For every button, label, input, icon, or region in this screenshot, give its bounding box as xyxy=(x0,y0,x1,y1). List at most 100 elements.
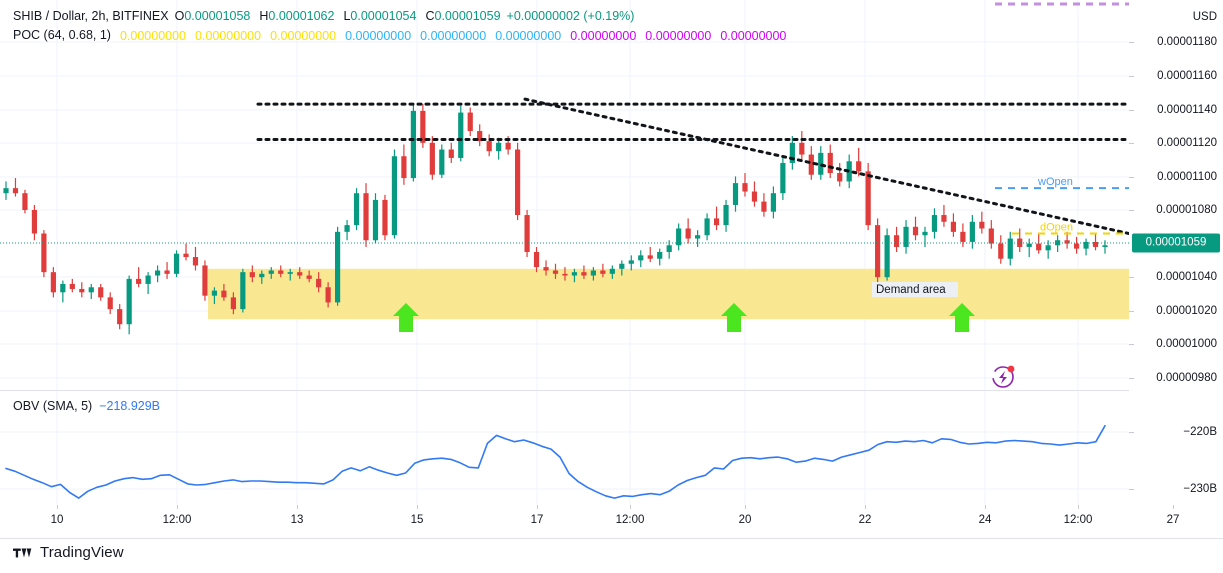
candle-body xyxy=(770,193,777,212)
candle-body xyxy=(912,226,919,236)
candle-body xyxy=(1036,243,1042,251)
price-scale-tick xyxy=(1129,277,1134,278)
poc-value-0: 0.00000000 xyxy=(119,28,187,43)
obv-line xyxy=(5,424,1106,499)
obv-chart-pane[interactable] xyxy=(0,391,1129,505)
candle-body xyxy=(401,156,407,179)
lightning-alert-icon[interactable] xyxy=(992,365,1015,388)
candle-body xyxy=(893,235,900,247)
candle-body xyxy=(297,272,303,276)
candle-body xyxy=(590,270,596,276)
candle-body xyxy=(22,193,28,210)
price-scale-tick xyxy=(1129,311,1134,312)
time-scale[interactable]: 10 12:00 13 15 17 12:00 20 22 24 12:00 27 xyxy=(0,505,1223,539)
candle-body xyxy=(723,204,729,226)
candle-body xyxy=(117,309,123,325)
price-scale-tick xyxy=(1129,210,1134,211)
obv-scale-tick xyxy=(1129,432,1134,433)
price-scale-label: 0.00001040 xyxy=(1156,271,1217,283)
legend-poc-row[interactable]: POC (64, 0.68, 1) 0.00000000 0.00000000 0.… xyxy=(13,27,786,44)
candle-body xyxy=(751,191,758,202)
candle-body xyxy=(391,156,398,236)
candle-body xyxy=(12,188,19,194)
current-price-badge[interactable]: 0.00001059 xyxy=(1132,233,1220,253)
demand-area-zone[interactable] xyxy=(208,268,1129,320)
price-scale-tick xyxy=(1129,143,1134,144)
candle-body xyxy=(107,297,113,310)
time-scale-tick xyxy=(1078,505,1079,509)
candle-body xyxy=(515,149,521,216)
candle-body xyxy=(827,152,833,174)
time-scale-tick xyxy=(865,505,866,509)
candle-body xyxy=(713,218,720,226)
candle-body xyxy=(249,272,255,278)
candle-body xyxy=(1017,238,1023,247)
price-scale-tick xyxy=(1129,378,1134,379)
candle-body xyxy=(732,183,739,205)
candle-body xyxy=(552,270,559,274)
candle-body xyxy=(865,171,871,226)
price-scale-label: 0.00001160 xyxy=(1157,70,1217,82)
candle-body xyxy=(259,273,265,278)
time-scale-tick xyxy=(297,505,298,509)
price-chart-pane[interactable]: wOpen dOpen Demand area xyxy=(0,0,1129,390)
poc-indicator-label: POC (64, 0.68, 1) xyxy=(13,28,111,42)
tradingview-logo[interactable]: TradingView xyxy=(13,544,124,561)
candle-body xyxy=(1064,240,1070,244)
candle-body xyxy=(571,272,578,276)
candle-body xyxy=(439,149,445,175)
candle-body xyxy=(467,112,473,132)
price-scale-label: 0.00000980 xyxy=(1156,372,1217,384)
legend-symbol-row[interactable]: SHIB / Dollar, 2h, BITFINEX O0.00001058 H… xyxy=(13,8,786,25)
candle-body xyxy=(647,255,653,259)
candle-body xyxy=(533,252,540,268)
candle-body xyxy=(41,233,47,273)
ohlc-c: C0.00001059 xyxy=(425,9,501,23)
dopen-label: dOpen xyxy=(1040,222,1073,234)
poc-value-1: 0.00000000 xyxy=(195,28,262,43)
candle-body xyxy=(183,253,189,258)
candle-body xyxy=(884,235,890,278)
buy-arrow-2[interactable] xyxy=(949,303,975,332)
buy-arrow-0[interactable] xyxy=(393,303,419,332)
price-scale-label: 0.00001000 xyxy=(1156,338,1217,350)
candle-body xyxy=(780,162,786,194)
candle-body xyxy=(211,290,218,296)
price-scale[interactable]: USD 0.00001180 0.00001160 0.00001140 0.0000… xyxy=(1129,0,1223,505)
candle-body xyxy=(666,245,672,252)
candle-body xyxy=(145,275,151,284)
price-scale-label: 0.00001140 xyxy=(1157,104,1217,116)
candle-body xyxy=(420,110,426,143)
descending-trendline[interactable] xyxy=(523,97,1129,236)
candle-body xyxy=(695,235,701,239)
time-scale-tick xyxy=(537,505,538,509)
candle-body xyxy=(988,228,994,244)
tradingview-wordmark: TradingView xyxy=(40,544,124,561)
candle-body xyxy=(240,272,246,310)
ohlc-l: L0.00001054 xyxy=(343,9,417,23)
obv-indicator-label: OBV (SMA, 5) xyxy=(13,399,93,413)
candle-body xyxy=(789,142,795,163)
time-scale-tick xyxy=(1173,505,1174,509)
candle-body xyxy=(1073,243,1080,249)
candle-body xyxy=(505,142,511,150)
candle-body xyxy=(1055,240,1061,246)
obv-legend[interactable]: OBV (SMA, 5) −218.929B xyxy=(13,399,160,413)
candle-body xyxy=(353,193,360,226)
time-scale-label: 10 xyxy=(50,514,64,526)
time-scale-label: 24 xyxy=(978,514,992,526)
candle-body xyxy=(79,288,85,293)
candle-body xyxy=(875,225,881,278)
candle-body xyxy=(3,188,9,194)
candle-body xyxy=(581,272,587,276)
candle-body xyxy=(410,110,416,179)
price-chart-canvas: wOpen dOpen Demand area xyxy=(0,0,1129,390)
obv-scale-tick xyxy=(1129,489,1134,490)
buy-arrow-1[interactable] xyxy=(721,303,747,332)
candle-body xyxy=(344,225,350,232)
candle-body xyxy=(837,173,843,182)
poc-value-4: 0.00000000 xyxy=(420,28,487,43)
candle-body xyxy=(363,193,369,241)
candle-body xyxy=(931,215,938,232)
price-scale-unit: USD xyxy=(1192,11,1217,23)
